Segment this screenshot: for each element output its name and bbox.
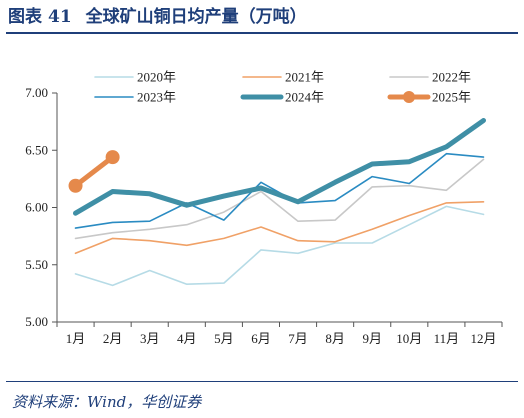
y-tick-label: 6.50 — [25, 142, 48, 157]
legend-label: 2023年 — [137, 90, 176, 105]
figure-label: 图表 — [8, 7, 42, 27]
y-tick-label: 5.50 — [25, 257, 48, 272]
legend-label: 2024年 — [285, 90, 324, 105]
x-tick-label: 2月 — [103, 331, 123, 346]
series-line — [74, 205, 485, 287]
x-tick-label: 6月 — [251, 331, 271, 346]
source-divider — [6, 381, 518, 382]
series-line — [74, 158, 485, 240]
x-tick-label: 7月 — [288, 331, 308, 346]
chart-legend: 2020年 2021年 2022年 2023年 2024年 2025年 — [94, 70, 471, 105]
y-tick-label: 5.00 — [25, 314, 48, 329]
series-line — [73, 118, 486, 216]
y-tick-label: 6.00 — [25, 200, 48, 215]
x-tick-label: 3月 — [140, 331, 160, 346]
figure-number: 41 — [48, 7, 72, 27]
series-layer — [68, 118, 486, 287]
line-chart: 5.00 5.50 6.00 6.50 7.00 1月 2月 3月 4月 5月 6月 7月 8月 9月 10… — [25, 70, 503, 346]
chart-title: 全球矿山铜日均产量（万吨） — [85, 7, 307, 27]
x-tick-label: 11月 — [434, 331, 460, 346]
legend-label: 2020年 — [137, 70, 176, 85]
legend-label: 2022年 — [432, 70, 471, 85]
x-tick-label: 5月 — [214, 331, 234, 346]
series-point — [68, 178, 83, 193]
x-tick-label: 1月 — [66, 331, 86, 346]
series-point — [105, 150, 120, 165]
series-line — [74, 201, 485, 255]
source-note: 资料来源：Wind，华创证券 — [12, 393, 202, 411]
x-tick-label: 8月 — [325, 331, 345, 346]
x-tick-label: 12月 — [470, 331, 496, 346]
legend-label: 2021年 — [285, 70, 324, 85]
x-tick-label: 9月 — [362, 331, 382, 346]
x-tick-label: 4月 — [177, 331, 197, 346]
legend-marker — [403, 91, 415, 103]
series-line — [73, 154, 116, 189]
y-tick-label: 7.00 — [25, 85, 48, 100]
legend-label: 2025年 — [432, 90, 471, 105]
chart-axes: 5.00 5.50 6.00 6.50 7.00 1月 2月 3月 4月 5月 6月 7月 8月 9月 10… — [25, 85, 503, 346]
figure-title: 图表 41 全球矿山铜日均产量（万吨） — [8, 4, 307, 30]
title-divider — [6, 32, 518, 34]
x-tick-label: 10月 — [396, 331, 422, 346]
